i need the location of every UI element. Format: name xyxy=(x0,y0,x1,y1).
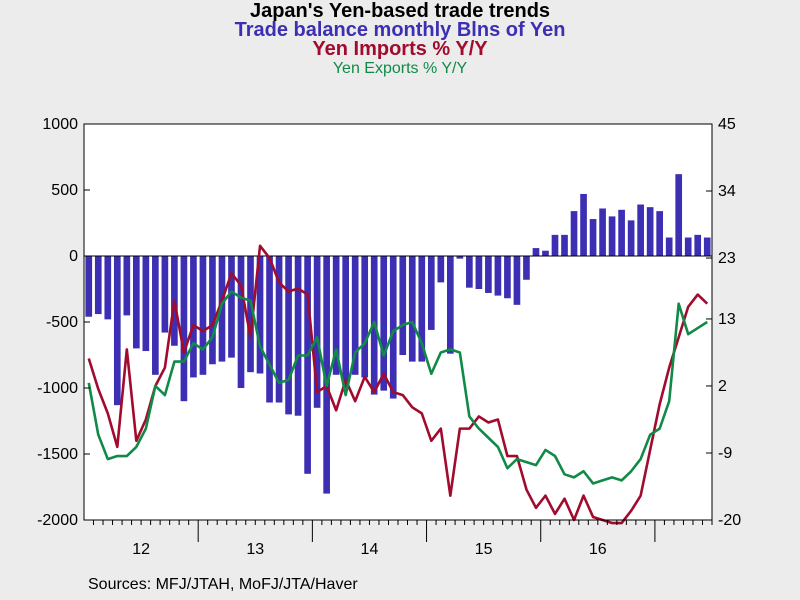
balance-bar xyxy=(656,211,663,256)
x-axis-year-label: 13 xyxy=(246,541,264,558)
left-axis-tick-label: 500 xyxy=(51,182,78,199)
balance-bar xyxy=(113,256,121,406)
balance-bar xyxy=(313,256,321,408)
x-axis-year-label: 14 xyxy=(361,541,379,558)
right-axis-tick-label: 13 xyxy=(718,311,736,328)
balance-bar xyxy=(675,174,683,256)
balance-bar xyxy=(209,256,216,365)
plot-background xyxy=(84,124,712,520)
balance-bar xyxy=(152,256,159,375)
balance-bar xyxy=(551,234,559,256)
balance-bar xyxy=(694,234,702,256)
chart-title: Japan's Yen-based trade trends xyxy=(249,0,551,22)
right-axis-tick-label: 23 xyxy=(718,250,736,267)
balance-bar xyxy=(608,216,616,256)
balance-bar xyxy=(228,256,235,358)
balance-bar xyxy=(247,256,254,373)
balance-bar xyxy=(104,256,112,320)
balance-bar xyxy=(456,256,464,259)
source-note: Sources: MFJ/JTAH, MoFJ/JTA/Haver xyxy=(88,576,358,593)
balance-bar xyxy=(180,256,188,402)
balance-bar xyxy=(237,256,245,388)
balance-bar xyxy=(646,207,654,256)
right-axis-tick-label: 45 xyxy=(718,116,736,133)
balance-bar xyxy=(304,256,311,474)
balance-bar xyxy=(618,209,625,256)
balance-bar xyxy=(580,193,587,256)
balance-bar xyxy=(561,234,568,256)
balance-bar xyxy=(266,256,273,403)
balance-bar xyxy=(94,256,102,315)
x-axis-year-label: 15 xyxy=(475,541,493,558)
balance-bar xyxy=(190,256,197,378)
balance-bar xyxy=(542,250,549,256)
balance-series-title: Trade balance monthly Blns of Yen xyxy=(234,19,566,41)
right-axis-tick-label: 2 xyxy=(718,378,727,395)
balance-bar xyxy=(133,256,140,349)
left-axis-tick-label: -1500 xyxy=(37,446,78,463)
balance-bar xyxy=(437,256,445,283)
balance-bar xyxy=(637,204,644,256)
left-axis-tick-label: -500 xyxy=(46,314,78,331)
left-axis-tick-label: -1000 xyxy=(37,380,78,397)
balance-bar xyxy=(294,256,302,416)
balance-bar xyxy=(475,256,483,289)
balance-bar xyxy=(275,256,283,403)
balance-bar xyxy=(380,256,388,391)
exports-series-title: Yen Exports % Y/Y xyxy=(332,60,468,77)
balance-bar xyxy=(389,256,397,399)
balance-bar xyxy=(199,256,207,375)
balance-bar xyxy=(361,256,369,378)
balance-bar xyxy=(684,237,692,256)
balance-bar xyxy=(627,220,635,256)
balance-bar xyxy=(399,256,407,355)
balance-bar xyxy=(447,256,454,354)
balance-bar xyxy=(256,256,264,374)
right-axis-tick-label: -20 xyxy=(718,512,741,529)
balance-bar xyxy=(285,256,292,415)
balance-bar xyxy=(332,256,340,375)
balance-bar xyxy=(703,237,711,256)
balance-bar xyxy=(218,256,226,362)
balance-bar xyxy=(466,256,473,288)
chart-titles: Japan's Yen-based trade trends Trade bal… xyxy=(0,0,800,78)
balance-bar xyxy=(408,256,416,362)
imports-line xyxy=(87,244,709,525)
balance-bar xyxy=(665,237,673,256)
balance-bar xyxy=(494,256,502,296)
x-axis-year-label: 12 xyxy=(132,541,150,558)
balance-bar xyxy=(504,256,511,299)
right-axis-tick-label: 34 xyxy=(718,183,736,200)
balance-bar xyxy=(523,256,530,280)
balance-bar xyxy=(513,256,521,305)
balance-bar xyxy=(342,256,349,388)
balance-bar xyxy=(351,256,359,375)
right-axis-tick-label: -9 xyxy=(718,445,732,462)
balance-bar xyxy=(589,219,597,256)
balance-bar xyxy=(123,256,131,316)
imports-series-title: Yen Imports % Y/Y xyxy=(312,38,488,60)
balance-bar xyxy=(161,256,169,333)
balance-bar xyxy=(323,256,330,494)
balance-bar xyxy=(142,256,150,352)
exports-line xyxy=(87,290,708,485)
left-axis-tick-label: 0 xyxy=(69,248,78,265)
left-axis-tick-label: -2000 xyxy=(37,512,78,529)
x-axis-year-label: 16 xyxy=(589,541,607,558)
balance-bar xyxy=(570,211,578,256)
balance-bar xyxy=(599,208,606,256)
balance-bar xyxy=(427,256,435,330)
balance-bar xyxy=(85,256,93,317)
left-axis-tick-label: 1000 xyxy=(42,116,78,133)
balance-bar xyxy=(485,256,492,293)
balance-bar xyxy=(418,256,426,362)
balance-bar xyxy=(532,248,540,256)
